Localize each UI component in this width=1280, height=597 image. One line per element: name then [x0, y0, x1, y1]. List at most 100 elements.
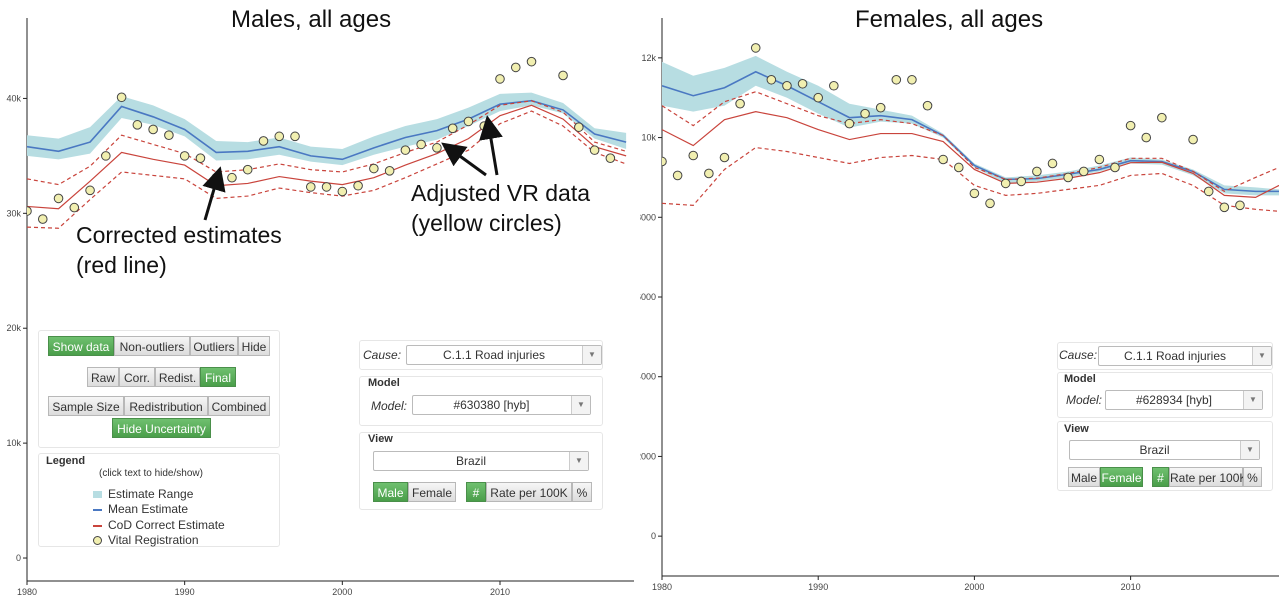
data-outliers-button[interactable]: Outliers [190, 336, 238, 356]
vital-registration-point [969, 188, 980, 199]
vital-registration-point [1032, 166, 1042, 177]
vital-registration-point [1000, 178, 1011, 189]
vital-registration-point [1157, 112, 1167, 123]
size-sample-size-button[interactable]: Sample Size [48, 396, 124, 416]
cause-label: Cause: [363, 348, 402, 362]
estimate-range-band [27, 92, 627, 166]
vital-registration-point [735, 98, 745, 109]
vital-registration-point [750, 43, 761, 53]
right-panel: 0200040006000800010k12k1980199020002010 … [640, 0, 1280, 597]
data-hide-button[interactable]: Hide [238, 336, 270, 356]
vital-registration-point [860, 108, 870, 119]
annotation-arrow-vr [441, 142, 487, 177]
chart-title-females: Females, all ages [855, 6, 1044, 33]
y-tick-label: 10k [6, 438, 21, 448]
unit-rate-per-100k-button[interactable]: Rate per 100K [486, 482, 572, 502]
size-redistribution-button[interactable]: Redistribution [124, 396, 208, 416]
annotation-arrow-red [202, 166, 226, 221]
stage-corr-button[interactable]: Corr. [119, 367, 155, 387]
stage-final-button[interactable]: Final [200, 367, 236, 387]
band-swatch-icon [93, 491, 102, 499]
vital-registration-point [1110, 162, 1120, 173]
vital-registration-point [116, 92, 127, 103]
vital-registration-point [829, 80, 839, 91]
vital-registration-point [53, 193, 64, 204]
legend-box [38, 453, 280, 547]
legend-item-mean-estimate[interactable]: Mean Estimate [93, 502, 188, 516]
left-panel: 0 10k 20k 30k 40k 1980 1990 2000 2010 Corrected e… [6, 6, 634, 597]
vital-registration-point [495, 74, 505, 84]
sex-female-button[interactable]: Female [408, 482, 456, 502]
vital-registration-point [985, 198, 995, 209]
chart-title-males: Males, all ages [231, 6, 392, 33]
vital-registration-point [766, 74, 777, 85]
model-label: Model: [1066, 393, 1103, 407]
unit--button[interactable]: % [1243, 467, 1262, 487]
size-combined-button[interactable]: Combined [208, 396, 270, 416]
vital-registration-point [353, 180, 363, 191]
unit-rate-per-100k-button[interactable]: Rate per 100K [1169, 467, 1247, 487]
vital-registration-point [416, 139, 426, 150]
view-header: View [1064, 423, 1089, 435]
vital-registration-point [164, 130, 174, 140]
vital-registration-point [574, 122, 584, 132]
plot-area [662, 43, 1279, 213]
annotation-corrected-line2: (red line) [76, 252, 167, 278]
sex-male-button[interactable]: Male [373, 482, 408, 502]
model-select[interactable]: #630380 [hyb] ▼ [412, 395, 591, 415]
location-select[interactable]: Brazil ▼ [373, 451, 589, 471]
vital-registration-point [1063, 172, 1073, 183]
vital-registration-point [37, 214, 48, 224]
model-select[interactable]: #628934 [hyb] ▼ [1105, 390, 1263, 410]
vital-registration-point [321, 182, 332, 192]
cod-bound-line [662, 146, 1279, 212]
vital-registration-point [384, 166, 395, 176]
vital-registration-point [447, 123, 458, 134]
unit--button[interactable]: # [1152, 467, 1169, 487]
y-tick-label: 6000 [640, 292, 656, 302]
vital-registration-point [688, 150, 699, 161]
vital-registration-point [1078, 166, 1089, 177]
y-tick-label: 4000 [640, 372, 656, 382]
y-tick-label: 8000 [640, 212, 656, 222]
vital-registration-point [719, 152, 730, 163]
unit--button[interactable]: % [572, 482, 592, 502]
data-non-outliers-button[interactable]: Non-outliers [114, 336, 190, 356]
y-tick-label: 20k [6, 323, 21, 333]
vital-registration-point [69, 202, 80, 213]
hide-uncertainty-button[interactable]: Hide Uncertainty [112, 418, 211, 438]
cod-bound-line [662, 91, 1279, 193]
vital-registration-point [1235, 200, 1245, 211]
vital-registration-point [179, 151, 190, 161]
data-show-data-button[interactable]: Show data [48, 336, 114, 356]
cause-select[interactable]: C.1.1 Road injuries ▼ [1098, 346, 1272, 366]
annotation-corrected-line1: Corrected estimates [76, 222, 282, 248]
vital-registration-point [1016, 176, 1027, 187]
cause-select[interactable]: C.1.1 Road injuries ▼ [406, 345, 602, 365]
sex-male-button[interactable]: Male [1068, 467, 1100, 487]
blue-line-swatch-icon [93, 508, 102, 511]
males-chart: 0 10k 20k 30k 40k 1980 1990 2000 2010 Corrected e… [6, 18, 634, 597]
vital-registration-point [844, 118, 855, 129]
annotation-vr-line1: Adjusted VR data [411, 180, 590, 206]
cod-bound-line [27, 110, 627, 229]
y-tick-label: 2000 [640, 451, 656, 461]
vital-registration-point [605, 153, 616, 163]
vital-registration-point [1125, 120, 1136, 131]
legend-item-vital-registration[interactable]: Vital Registration [93, 533, 199, 547]
legend-item-estimate-range[interactable]: Estimate Range [93, 487, 193, 501]
x-tick-label: 1980 [17, 587, 37, 597]
stage-raw-button[interactable]: Raw [87, 367, 119, 387]
red-line-swatch-icon [93, 524, 102, 527]
estimate-range-band [662, 55, 1279, 196]
sex-female-button[interactable]: Female [1100, 467, 1143, 487]
vital-registration-point [589, 145, 600, 155]
unit--button[interactable]: # [466, 482, 486, 502]
stage-redist-button[interactable]: Redist. [155, 367, 200, 387]
vital-registration-point [369, 163, 379, 174]
location-select[interactable]: Brazil ▼ [1069, 440, 1260, 460]
vital-registration-point [953, 162, 964, 173]
circle-swatch-icon [93, 536, 102, 546]
vital-registration-point [305, 182, 316, 192]
legend-item-cod-correct[interactable]: CoD Correct Estimate [93, 518, 225, 532]
